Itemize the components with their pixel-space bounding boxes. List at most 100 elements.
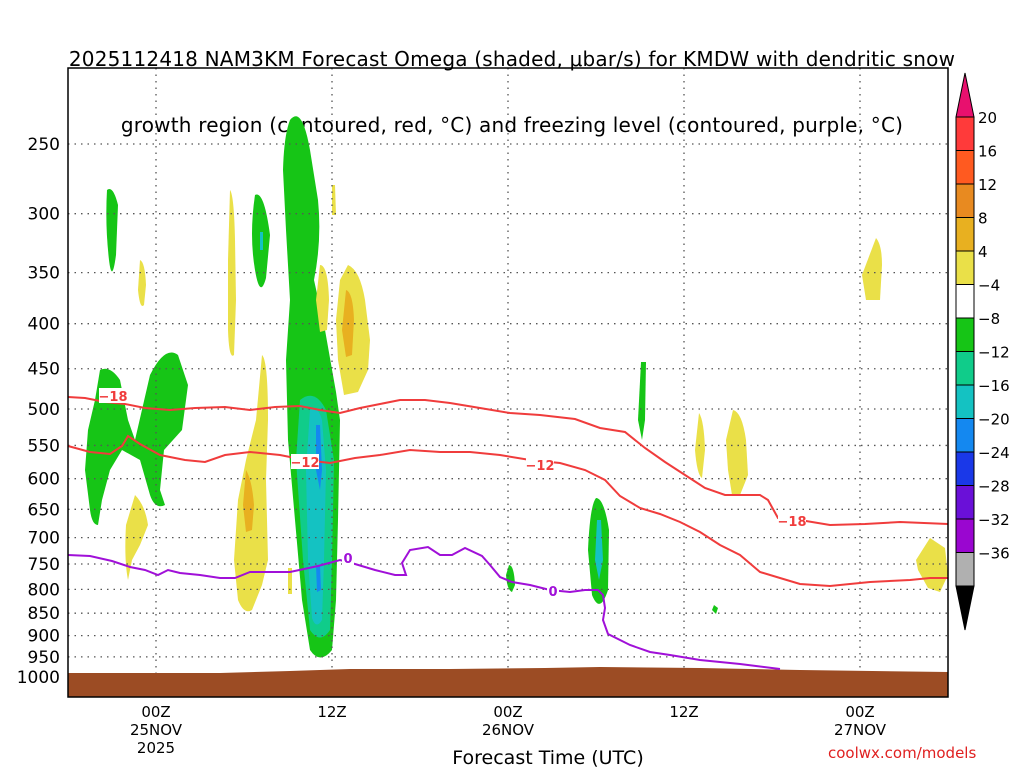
colorbar-segment [955,150,975,185]
time-tick-label: 00Z [493,703,522,721]
omega-area-yellow [228,190,236,356]
pressure-tick-label: 650 [28,500,60,520]
dgz-contour-label-bg [778,513,806,528]
omega-shading [85,116,948,658]
omega-area-yellow [288,568,292,594]
colorbar-label: −32 [978,511,1010,529]
dgz-contour-label: −12 [526,459,555,474]
contour-lines [67,396,949,670]
colorbar-top-triangle [955,72,975,118]
colorbar-segment [955,351,975,386]
ground-surface [68,667,948,697]
dgz-contour-label: −18 [778,515,807,530]
time-tick-label: 00Z [141,703,170,721]
omega-area-yellow [916,538,948,592]
colorbar-label: −16 [978,377,1010,395]
omega-area-green [712,605,718,614]
ground-terrain [68,667,948,697]
time-tick-label: 26NOV [482,721,535,739]
omega-area-yellow [125,495,148,580]
pressure-tick-label: 900 [28,627,60,647]
grid-lines [68,68,948,697]
pressure-tick-label: 450 [28,360,60,380]
colorbar-label: −20 [978,411,1010,429]
freezing-level-contour [67,545,781,670]
colorbar-segment [955,451,975,486]
colorbar-segment [955,250,975,285]
colorbar-label: −36 [978,545,1010,563]
freezing-contour-label-bg [547,583,559,598]
freezing-contour-label-bg [342,550,354,565]
pressure-tick-label: 350 [28,264,60,284]
colorbar-segment [955,418,975,453]
colorbar-segment [955,485,975,520]
freezing-contour-label: 0 [548,585,557,600]
colorbar-segment [955,518,975,553]
freezing-contour-label: 0 [343,552,352,567]
omega-area-cyan [260,232,263,250]
omega-area-yellow [234,355,268,612]
omega-area-cyan [595,520,603,580]
omega-area-green [506,565,515,592]
colorbar-segment [955,217,975,252]
plot-frame [67,67,949,698]
pressure-tick-label: 950 [28,648,60,668]
colorbar-label: 20 [978,109,997,127]
colorbar-segment [955,317,975,352]
colorbar-label: −4 [978,277,1000,295]
colorbar-label: −24 [978,444,1010,462]
pressure-tick-label: 550 [28,436,60,456]
colorbar-label: 4 [978,243,988,261]
dgz-contour-label-bg [291,454,319,469]
omega-colorbar: 20 16 12 8 4 −4 −8 −12 −16 −20 −24 −28 −32 −36 [955,72,1010,631]
x-axis-title: Forecast Time (UTC) [452,747,643,768]
omega-area-yellow [316,265,329,332]
time-tick-label: 2025 [137,739,175,757]
dgz-contour-label: −12 [291,456,320,471]
pressure-tick-label: 1000 [17,668,60,688]
omega-area-yellow [332,185,336,215]
colorbar-label: 16 [978,143,997,161]
omega-area-yellow [695,413,705,478]
colorbar-label: 8 [978,210,988,228]
colorbar-bottom-triangle [955,585,975,631]
time-tick-label: 25NOV [130,721,183,739]
credit-text: coolwx.com/models [828,744,977,762]
omega-area-yellow [862,238,882,300]
omega-area-green [638,362,646,440]
pressure-tick-label: 600 [28,470,60,490]
pressure-tick-label: 700 [28,529,60,549]
omega-area-yellow [726,410,748,495]
plot-border [67,67,949,698]
omega-area-orange [243,470,254,532]
dgz-contour-label: −18 [99,390,128,405]
time-tick-label: 00Z [845,703,874,721]
dgz-contour-minus-18 [67,396,949,527]
time-tick-label: 12Z [317,703,346,721]
chart-title-line-1: 2025112418 NAM3KM Forecast Omega (shaded… [68,47,956,71]
pressure-tick-label: 250 [28,135,60,155]
time-tick-label: 27NOV [834,721,887,739]
omega-area-green [106,189,118,272]
pressure-tick-label: 750 [28,555,60,575]
colorbar-segment [955,116,975,151]
pressure-tick-label: 300 [28,205,60,225]
colorbar-label: −8 [978,310,1000,328]
dgz-contour-label-bg [526,457,554,472]
colorbar-segment [955,284,975,319]
pressure-tick-label: 800 [28,580,60,600]
pressure-axis: 250 300 350 400 450 500 550 600 650 700 750 800 850 9… [17,135,60,688]
colorbar-label: −12 [978,344,1010,362]
omega-area-yellow [138,260,146,306]
colorbar-label: −28 [978,478,1010,496]
dgz-contour-label-bg [99,388,127,403]
pressure-tick-label: 500 [28,400,60,420]
omega-area-blue [316,565,321,592]
colorbar-segment [955,384,975,419]
colorbar-label: 12 [978,176,997,194]
dgz-contour-minus-12 [67,434,948,588]
colorbar-segment [955,183,975,218]
colorbar-segment [955,552,975,587]
